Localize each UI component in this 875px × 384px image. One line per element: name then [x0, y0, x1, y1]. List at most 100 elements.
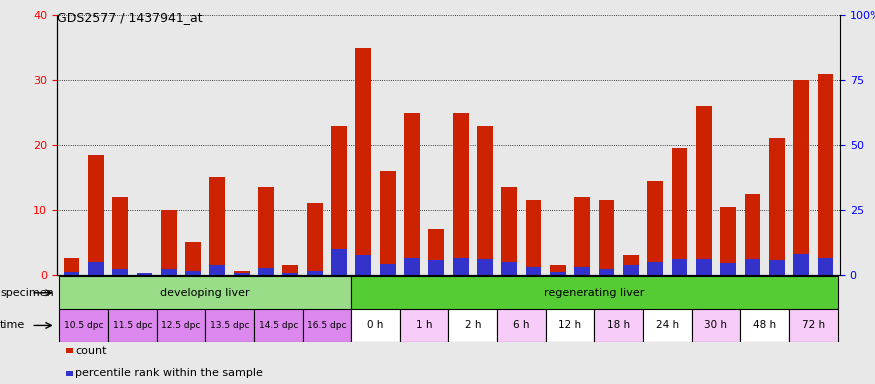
Bar: [307, 271, 323, 275]
Text: regenerating liver: regenerating liver: [544, 288, 645, 298]
Bar: [497, 309, 546, 342]
Bar: [258, 187, 274, 275]
Bar: [546, 309, 594, 342]
Bar: [355, 255, 371, 275]
Bar: [477, 126, 493, 275]
Bar: [331, 126, 346, 275]
Text: 14.5 dpc: 14.5 dpc: [258, 321, 298, 330]
Bar: [136, 273, 152, 275]
Bar: [526, 267, 542, 275]
Text: developing liver: developing liver: [160, 288, 250, 298]
Text: 10.5 dpc: 10.5 dpc: [64, 321, 103, 330]
Bar: [501, 187, 517, 275]
Bar: [404, 113, 420, 275]
Bar: [696, 259, 711, 275]
Bar: [598, 200, 614, 275]
Bar: [186, 242, 201, 275]
Bar: [745, 259, 760, 275]
Bar: [303, 309, 351, 342]
Text: 12 h: 12 h: [558, 320, 582, 331]
Bar: [283, 265, 298, 275]
Bar: [623, 255, 639, 275]
Text: 6 h: 6 h: [513, 320, 529, 331]
Bar: [429, 260, 444, 275]
Bar: [793, 80, 809, 275]
Text: 12.5 dpc: 12.5 dpc: [161, 321, 200, 330]
Bar: [307, 203, 323, 275]
Bar: [574, 197, 590, 275]
Bar: [234, 273, 249, 275]
Bar: [672, 259, 688, 275]
Bar: [64, 258, 80, 275]
Bar: [452, 113, 468, 275]
Bar: [574, 267, 590, 275]
Bar: [380, 171, 396, 275]
Text: percentile rank within the sample: percentile rank within the sample: [75, 368, 263, 378]
Bar: [793, 254, 809, 275]
Bar: [355, 48, 371, 275]
Text: 30 h: 30 h: [704, 320, 727, 331]
Bar: [351, 276, 837, 309]
Bar: [817, 74, 833, 275]
Bar: [477, 259, 493, 275]
Text: specimen: specimen: [0, 288, 53, 298]
Bar: [448, 309, 497, 342]
Bar: [254, 309, 303, 342]
Bar: [648, 262, 663, 275]
Bar: [283, 273, 298, 275]
Bar: [720, 263, 736, 275]
Bar: [696, 106, 711, 275]
Bar: [672, 148, 688, 275]
Bar: [60, 276, 351, 309]
Bar: [64, 272, 80, 275]
Text: 24 h: 24 h: [655, 320, 679, 331]
Bar: [161, 210, 177, 275]
Bar: [404, 258, 420, 275]
Text: 11.5 dpc: 11.5 dpc: [113, 321, 152, 330]
Text: 48 h: 48 h: [753, 320, 776, 331]
Bar: [691, 309, 740, 342]
Bar: [331, 249, 346, 275]
Text: 18 h: 18 h: [607, 320, 630, 331]
Bar: [740, 309, 789, 342]
Text: 2 h: 2 h: [465, 320, 481, 331]
Bar: [648, 180, 663, 275]
Bar: [60, 309, 108, 342]
Bar: [550, 272, 566, 275]
Bar: [745, 194, 760, 275]
Bar: [206, 309, 254, 342]
Text: 0 h: 0 h: [368, 320, 383, 331]
Bar: [258, 268, 274, 275]
Bar: [429, 229, 444, 275]
Bar: [550, 265, 566, 275]
Bar: [594, 309, 643, 342]
Text: GDS2577 / 1437941_at: GDS2577 / 1437941_at: [57, 12, 202, 25]
Bar: [623, 265, 639, 275]
Bar: [112, 270, 128, 275]
Bar: [157, 309, 206, 342]
Bar: [234, 271, 249, 275]
Bar: [112, 197, 128, 275]
Bar: [380, 264, 396, 275]
Bar: [136, 273, 152, 275]
Bar: [789, 309, 837, 342]
Bar: [400, 309, 448, 342]
Text: count: count: [75, 346, 107, 356]
Bar: [526, 200, 542, 275]
Bar: [452, 258, 468, 275]
Bar: [769, 139, 785, 275]
Text: 1 h: 1 h: [416, 320, 432, 331]
Text: 13.5 dpc: 13.5 dpc: [210, 321, 249, 330]
Bar: [351, 309, 400, 342]
Bar: [720, 207, 736, 275]
Text: time: time: [0, 320, 25, 331]
Bar: [817, 258, 833, 275]
Bar: [209, 177, 225, 275]
Bar: [161, 270, 177, 275]
Bar: [88, 262, 104, 275]
Bar: [108, 309, 157, 342]
Bar: [643, 309, 691, 342]
Bar: [769, 260, 785, 275]
Bar: [186, 271, 201, 275]
Bar: [598, 270, 614, 275]
